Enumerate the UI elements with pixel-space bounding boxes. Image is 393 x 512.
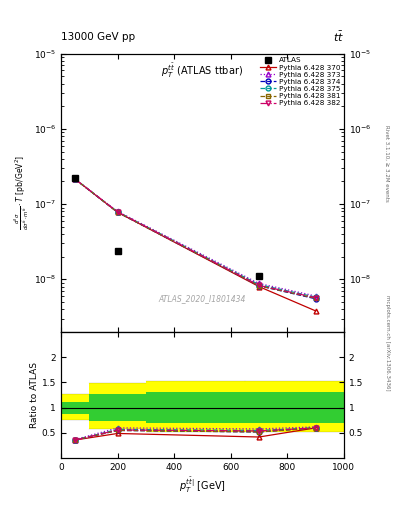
ATLAS: [257, 273, 261, 279]
Pythia 6.428 374: [73, 176, 77, 182]
Pythia 6.428 373: [115, 208, 120, 215]
Legend: ATLAS, Pythia 6.428 370, Pythia 6.428 373, Pythia 6.428 374, Pythia 6.428 375, P: ATLAS, Pythia 6.428 370, Pythia 6.428 37…: [259, 56, 342, 108]
Pythia 6.428 381: [115, 209, 120, 216]
Pythia 6.428 375: [115, 209, 120, 215]
Text: mcplots.cern.ch [arXiv:1306.3436]: mcplots.cern.ch [arXiv:1306.3436]: [385, 295, 389, 391]
ATLAS: [115, 248, 120, 254]
Line: Pythia 6.428 370: Pythia 6.428 370: [73, 177, 318, 313]
Pythia 6.428 373: [313, 293, 318, 299]
Pythia 6.428 381: [313, 295, 318, 301]
Pythia 6.428 382: [313, 294, 318, 301]
Pythia 6.428 381: [73, 176, 77, 182]
ATLAS: [73, 175, 77, 181]
Pythia 6.428 382: [115, 209, 120, 215]
Pythia 6.428 374: [257, 283, 261, 289]
Text: $p_T^{t\bar{t}}$ (ATLAS ttbar): $p_T^{t\bar{t}}$ (ATLAS ttbar): [162, 62, 243, 80]
Pythia 6.428 375: [73, 176, 77, 182]
Text: Rivet 3.1.10, ≥ 3.2M events: Rivet 3.1.10, ≥ 3.2M events: [385, 125, 389, 202]
Line: ATLAS: ATLAS: [72, 175, 263, 280]
Text: $t\bar{t}$: $t\bar{t}$: [333, 30, 344, 44]
Line: Pythia 6.428 375: Pythia 6.428 375: [73, 177, 318, 300]
Pythia 6.428 382: [257, 282, 261, 288]
Pythia 6.428 382: [73, 176, 77, 182]
Pythia 6.428 370: [115, 209, 120, 216]
Pythia 6.428 374: [313, 296, 318, 302]
Pythia 6.428 375: [313, 294, 318, 300]
Text: ATLAS_2020_I1801434: ATLAS_2020_I1801434: [159, 294, 246, 303]
Line: Pythia 6.428 374: Pythia 6.428 374: [73, 177, 318, 301]
Y-axis label: $\frac{d^2\sigma}{d\sigma^{t\bar{t}}\cdot m^{t\bar{t}}} \cdot T$ [pb/GeV$^2$]: $\frac{d^2\sigma}{d\sigma^{t\bar{t}}\cdo…: [12, 155, 31, 230]
Pythia 6.428 381: [257, 283, 261, 289]
Line: Pythia 6.428 381: Pythia 6.428 381: [73, 177, 318, 301]
Pythia 6.428 370: [73, 176, 77, 182]
Pythia 6.428 373: [73, 176, 77, 182]
Pythia 6.428 373: [257, 281, 261, 287]
Pythia 6.428 374: [115, 209, 120, 216]
Pythia 6.428 370: [257, 284, 261, 290]
Line: Pythia 6.428 373: Pythia 6.428 373: [73, 177, 318, 298]
Pythia 6.428 375: [257, 282, 261, 288]
Text: 13000 GeV pp: 13000 GeV pp: [61, 32, 135, 42]
Pythia 6.428 370: [313, 308, 318, 314]
Y-axis label: Ratio to ATLAS: Ratio to ATLAS: [30, 362, 39, 428]
Line: Pythia 6.428 382: Pythia 6.428 382: [73, 177, 318, 300]
X-axis label: $p^{t\bar{t}|}_{T}$ [GeV]: $p^{t\bar{t}|}_{T}$ [GeV]: [179, 475, 226, 495]
